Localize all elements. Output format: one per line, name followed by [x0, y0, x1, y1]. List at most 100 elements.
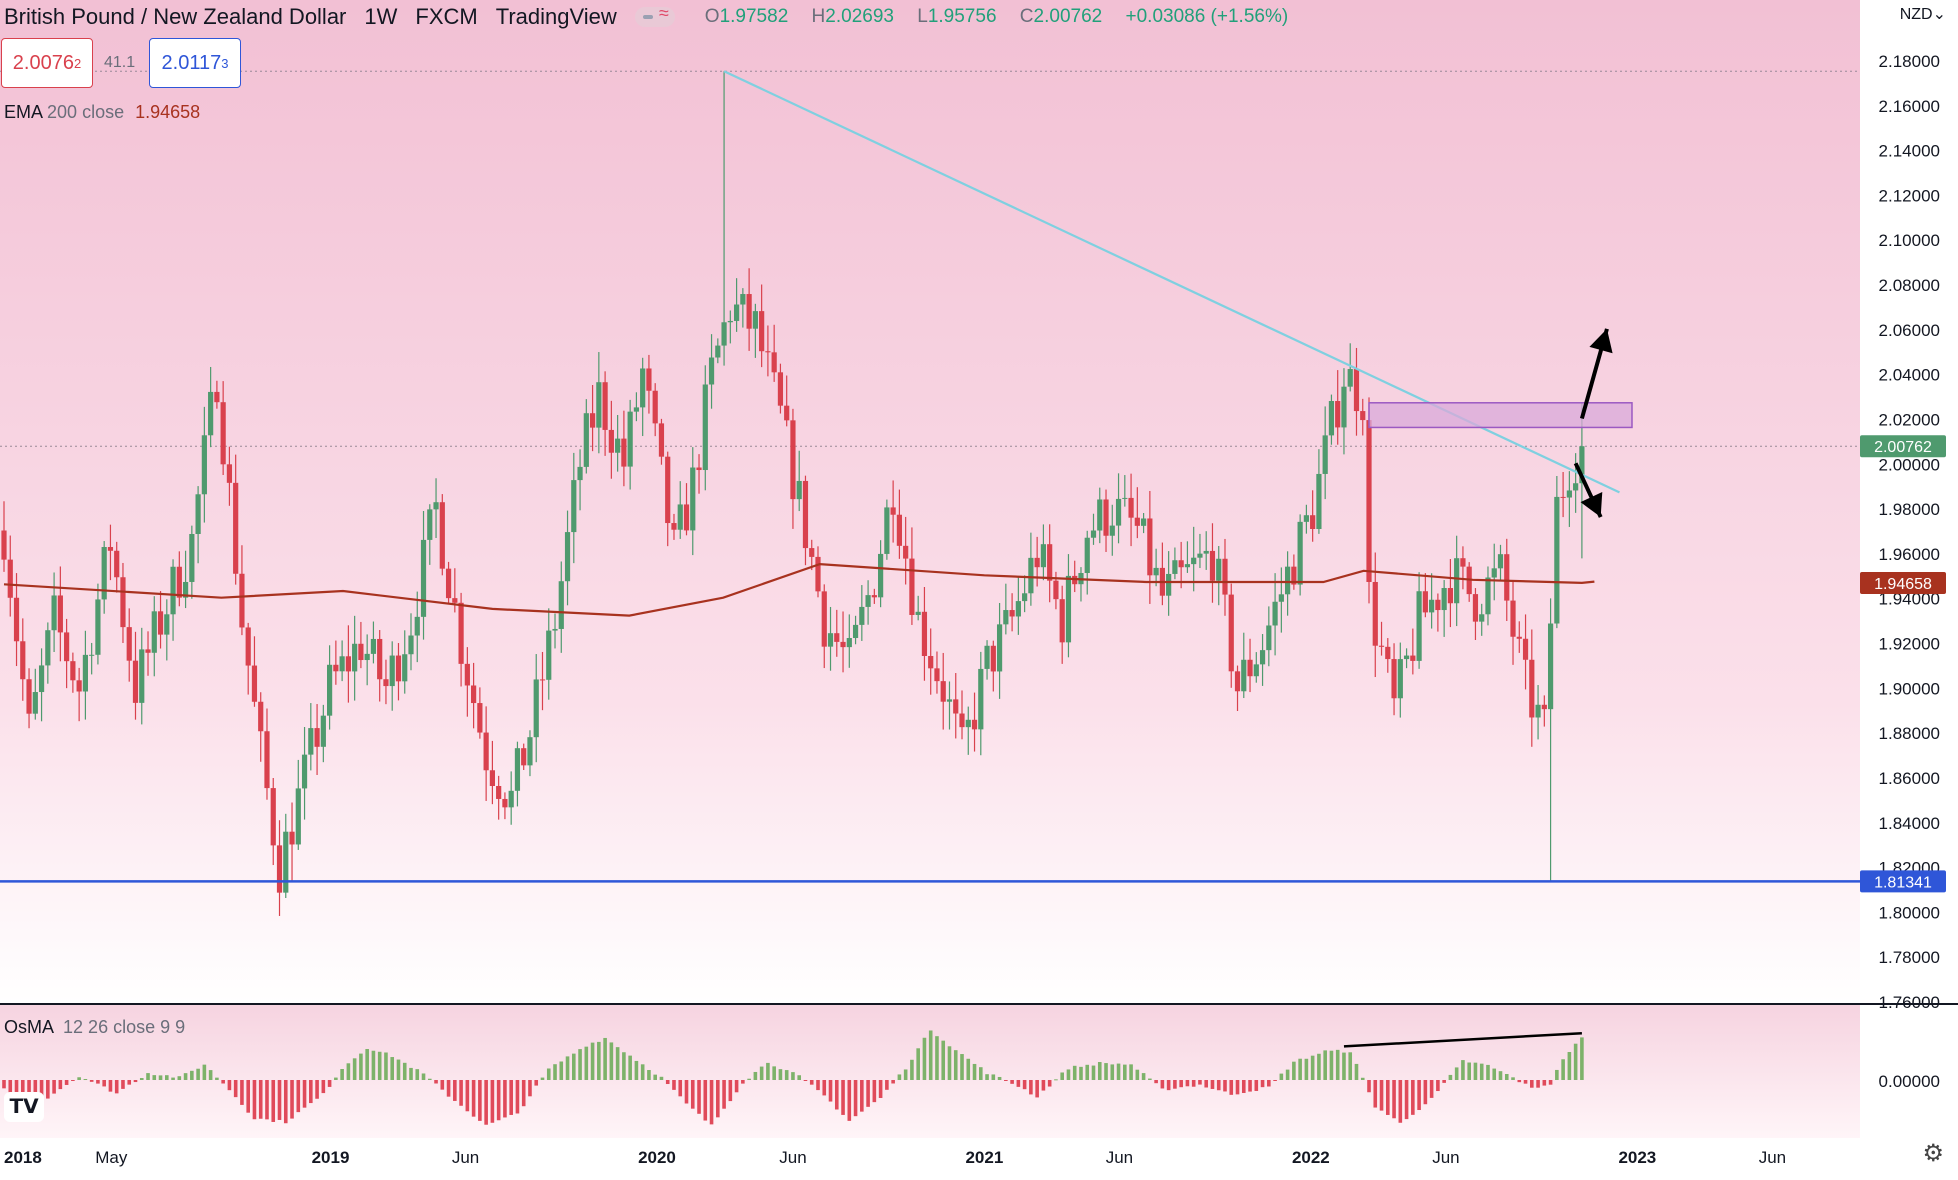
candle-down	[608, 429, 614, 453]
osma-bar-positive	[1079, 1066, 1083, 1080]
osma-bar-positive	[384, 1052, 388, 1080]
candle-down	[76, 680, 82, 692]
candle-down	[270, 788, 276, 846]
close-value: 2.00762	[1033, 6, 1103, 27]
market-status-icon[interactable]	[634, 3, 675, 27]
osma-bar-negative	[1004, 1080, 1008, 1081]
candle-up	[946, 699, 953, 702]
candle-up	[308, 728, 314, 755]
osma-bar-negative	[1260, 1080, 1265, 1088]
candle-down	[759, 311, 765, 352]
osma-bar-positive	[1473, 1062, 1478, 1080]
symbol-title[interactable]: British Pound / New Zealand Dollar	[4, 4, 347, 29]
osma-bar-positive	[346, 1063, 351, 1080]
osma-bar-negative	[1223, 1080, 1227, 1092]
candle-up	[1429, 599, 1435, 613]
exchange-label: FXCM	[415, 4, 478, 29]
interval-label[interactable]: 1W	[364, 4, 398, 29]
candle-down	[496, 785, 502, 799]
candle-down	[289, 831, 295, 845]
osma-bar-positive	[922, 1037, 927, 1080]
candle-down	[1178, 560, 1184, 568]
candle-down	[1385, 646, 1391, 660]
candle-down	[20, 641, 26, 680]
candle-up	[1028, 557, 1034, 594]
osma-bar-positive	[183, 1073, 188, 1080]
candle-up	[1216, 558, 1222, 581]
currency-selector[interactable]: NZD⌄	[1900, 4, 1946, 24]
osma-bar-negative	[1191, 1080, 1196, 1087]
candle-up	[1191, 557, 1197, 565]
osma-bar-positive	[910, 1059, 914, 1080]
osma-legend[interactable]: OsMA 12 26 close 9 9	[4, 1017, 185, 1038]
y-tick-label: 2.04000	[1879, 366, 1940, 385]
candle-down	[13, 597, 20, 642]
candle-down	[226, 464, 233, 483]
candle-up	[139, 649, 145, 703]
candle-up	[690, 467, 696, 531]
osma-bar-negative	[1216, 1080, 1221, 1091]
osma-bar-negative	[446, 1080, 451, 1097]
candle-down	[483, 732, 489, 771]
osma-bar-positive	[559, 1061, 564, 1080]
y-tick-label: 1.78000	[1879, 948, 1940, 967]
osma-bar-negative	[1185, 1080, 1190, 1087]
osma-bar-negative	[1417, 1080, 1421, 1111]
osma-bar-negative	[665, 1080, 670, 1085]
osma-bar-negative	[1035, 1080, 1039, 1098]
candle-down	[971, 719, 978, 730]
gear-icon[interactable]: ⚙	[1922, 1140, 1944, 1167]
candle-up	[295, 788, 301, 845]
osma-bar-positive	[928, 1030, 933, 1080]
candle-up	[45, 630, 51, 666]
candle-down	[1510, 600, 1516, 637]
candle-up	[170, 566, 176, 615]
candle-down	[821, 591, 827, 647]
osma-bar-positive	[953, 1050, 958, 1080]
osma-bar-positive	[1123, 1064, 1127, 1080]
candle-down	[383, 679, 389, 687]
osma-bar-negative	[891, 1080, 895, 1084]
osma-bar-positive	[1573, 1043, 1578, 1080]
osma-bar-negative	[71, 1080, 75, 1081]
candle-up	[1253, 664, 1259, 677]
ohlc-values: O1.97582 H2.02693 L1.95756 C2.00762 +0.0…	[704, 6, 1289, 27]
buy-button[interactable]: 2.0117 3	[149, 38, 241, 88]
candle-down	[1378, 645, 1385, 647]
last-price-label-bg	[1860, 435, 1946, 458]
candle-down	[921, 611, 928, 656]
osma-bar-positive	[196, 1068, 200, 1080]
osma-bar-negative	[515, 1080, 520, 1114]
osma-bar-positive	[208, 1070, 213, 1080]
candle-down	[671, 523, 677, 530]
candle-down	[471, 685, 477, 704]
ema-value: 1.94658	[135, 102, 201, 122]
osma-bar-positive	[1066, 1069, 1071, 1080]
osma-bar-positive	[903, 1069, 908, 1080]
candle-down	[439, 502, 445, 569]
osma-bar-negative	[1530, 1080, 1534, 1088]
osma-bar-positive	[1317, 1053, 1321, 1080]
candle-up	[420, 539, 427, 617]
candle-down	[1103, 499, 1109, 536]
osma-bar-positive	[390, 1057, 395, 1080]
osma-bar-negative	[440, 1080, 445, 1090]
osma-bar-negative	[321, 1080, 326, 1094]
ema-legend[interactable]: EMA 200 close 1.94658	[4, 102, 200, 123]
price-scale-background	[1860, 0, 1958, 1138]
candle-down	[539, 679, 546, 681]
osma-bar-negative	[221, 1080, 225, 1084]
x-tick-label: Jun	[1759, 1148, 1786, 1167]
candle-down	[765, 351, 771, 353]
osma-bar-negative	[697, 1080, 701, 1114]
candle-down	[1335, 401, 1341, 428]
osma-bar-negative	[1429, 1080, 1434, 1098]
osma-bar-negative	[2, 1080, 6, 1089]
osma-bar-positive	[1135, 1069, 1140, 1080]
tradingview-logo-icon[interactable]: 𝗧𝗩	[4, 1092, 44, 1122]
candle-up	[370, 638, 377, 654]
osma-bar-positive	[597, 1041, 601, 1080]
sell-button[interactable]: 2.0076 2	[1, 38, 93, 88]
osma-bar-positive	[352, 1058, 357, 1080]
